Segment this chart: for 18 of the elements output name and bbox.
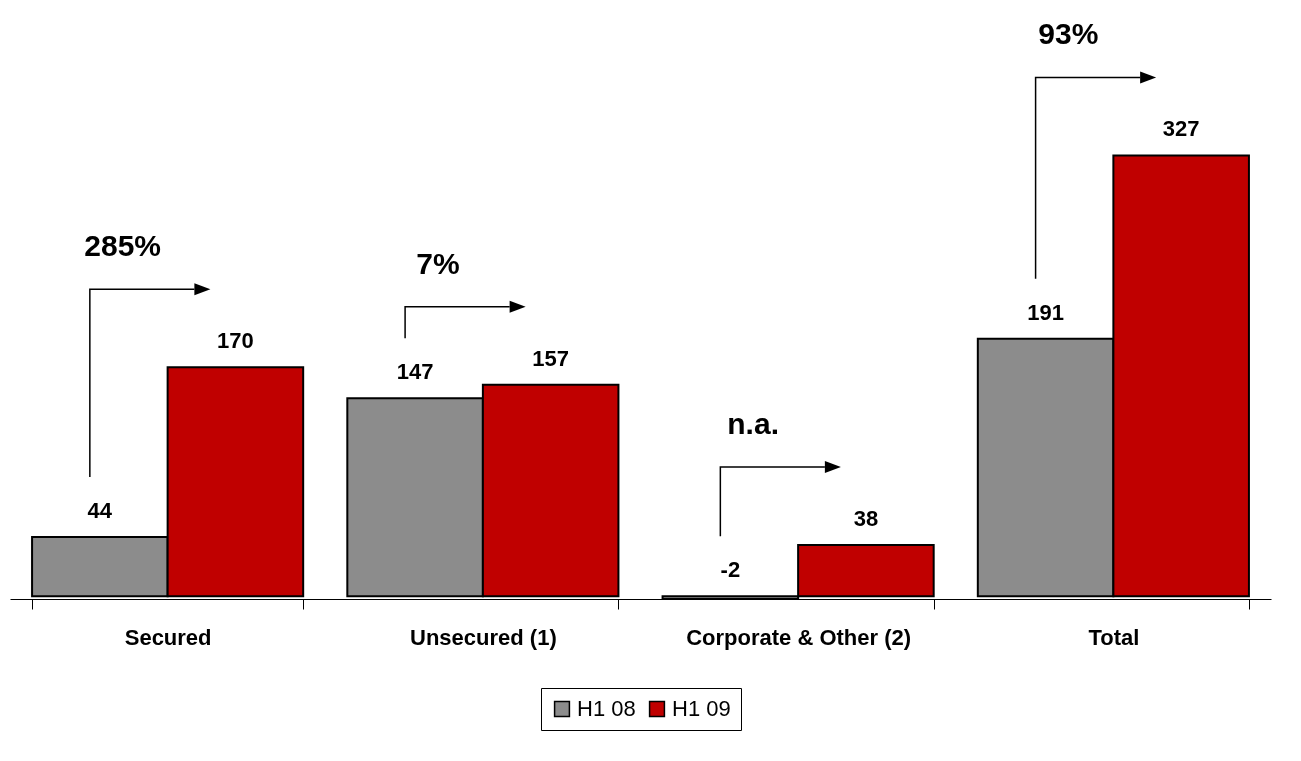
data-label: -2 bbox=[720, 557, 741, 583]
data-label: 170 bbox=[217, 328, 254, 354]
text: 93% bbox=[1038, 17, 1099, 51]
data-label: 157 bbox=[532, 345, 570, 371]
annotation: 7% bbox=[416, 246, 460, 280]
annotation: n.a. bbox=[727, 407, 779, 441]
data-label: 327 bbox=[1162, 116, 1200, 142]
legend-label: H1 08 bbox=[577, 696, 636, 721]
x-tick-label: Unsecured (1) bbox=[410, 624, 557, 650]
data-label: 191 bbox=[1027, 299, 1064, 325]
x-tick-label: Total bbox=[1088, 624, 1140, 650]
data-label: 147 bbox=[396, 359, 434, 385]
x-tick-label: Secured bbox=[124, 624, 212, 650]
data-label: 38 bbox=[853, 506, 879, 532]
data-label: 44 bbox=[87, 497, 113, 523]
x-tick-label: Corporate & Other (2) bbox=[686, 624, 912, 650]
annotation: 285% bbox=[84, 229, 161, 263]
legend-label: H1 09 bbox=[672, 696, 731, 721]
